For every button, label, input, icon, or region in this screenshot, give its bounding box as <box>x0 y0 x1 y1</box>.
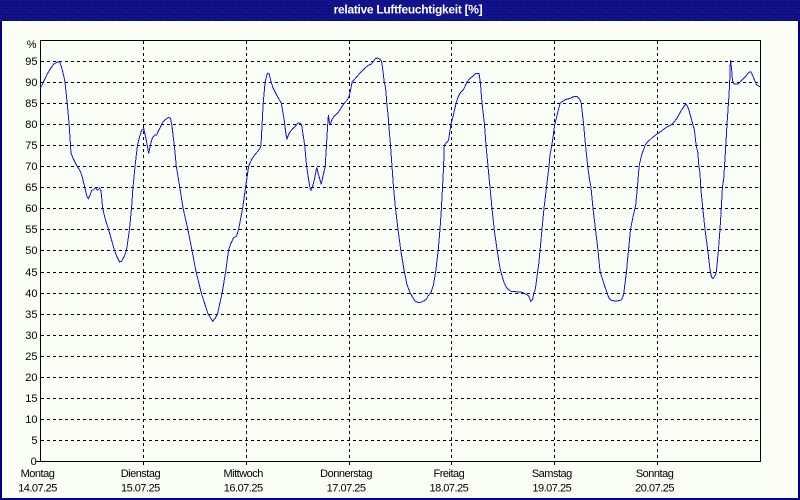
svg-text:25: 25 <box>25 351 37 363</box>
svg-text:relative Luftfeuchtigkeit [%]: relative Luftfeuchtigkeit [%] <box>334 3 483 17</box>
svg-text:85: 85 <box>25 98 37 110</box>
svg-text:70: 70 <box>25 161 37 173</box>
svg-text:80: 80 <box>25 119 37 131</box>
svg-text:30: 30 <box>25 330 37 342</box>
svg-text:Freitag: Freitag <box>434 468 465 480</box>
svg-text:55: 55 <box>25 224 37 236</box>
svg-text:20: 20 <box>25 372 37 384</box>
svg-text:16.07.25: 16.07.25 <box>224 483 263 495</box>
svg-text:Montag: Montag <box>21 468 55 480</box>
svg-text:14.07.25: 14.07.25 <box>18 483 57 495</box>
svg-text:60: 60 <box>25 203 37 215</box>
svg-text:Samstag: Samstag <box>532 468 572 480</box>
svg-text:15: 15 <box>25 393 37 405</box>
svg-text:18.07.25: 18.07.25 <box>429 483 468 495</box>
svg-text:75: 75 <box>25 140 37 152</box>
svg-text:Sonntag: Sonntag <box>636 468 674 480</box>
svg-text:20.07.25: 20.07.25 <box>635 483 674 495</box>
svg-text:19.07.25: 19.07.25 <box>532 483 571 495</box>
svg-text:17.07.25: 17.07.25 <box>327 483 366 495</box>
svg-text:35: 35 <box>25 309 37 321</box>
svg-text:10: 10 <box>25 414 37 426</box>
svg-text:Mittwoch: Mittwoch <box>223 468 263 480</box>
svg-text:95: 95 <box>25 56 37 68</box>
svg-text:90: 90 <box>25 77 37 89</box>
svg-text:Dienstag: Dienstag <box>121 468 161 480</box>
svg-text:%: % <box>27 39 37 51</box>
svg-text:45: 45 <box>25 267 37 279</box>
svg-text:Donnerstag: Donnerstag <box>320 468 372 480</box>
svg-text:5: 5 <box>31 435 37 447</box>
svg-text:65: 65 <box>25 182 37 194</box>
svg-text:50: 50 <box>25 245 37 257</box>
svg-text:40: 40 <box>25 288 37 300</box>
svg-text:0: 0 <box>31 456 37 468</box>
svg-text:15.07.25: 15.07.25 <box>121 483 160 495</box>
